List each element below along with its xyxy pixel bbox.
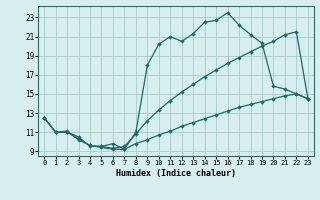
X-axis label: Humidex (Indice chaleur): Humidex (Indice chaleur) — [116, 169, 236, 178]
